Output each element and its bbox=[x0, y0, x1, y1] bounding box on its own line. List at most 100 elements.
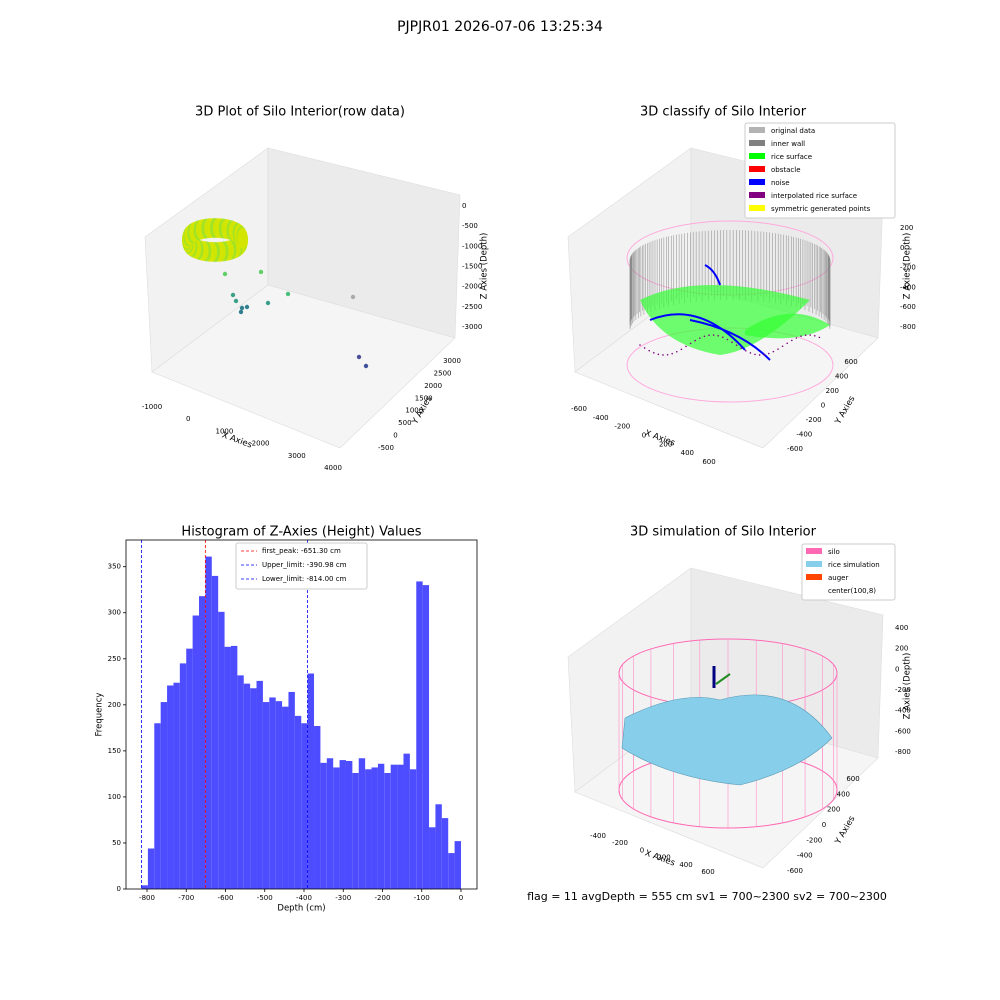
footer: flag = 11 avgDepth = 555 cm sv1 = 700~23… bbox=[527, 890, 887, 903]
y-axis-label: Y Axies bbox=[833, 814, 858, 847]
z-axis-label: Z Axies (Depth) bbox=[903, 653, 913, 720]
bar bbox=[154, 723, 161, 889]
y-tick-label: 350 bbox=[108, 563, 121, 571]
y-tick-label: 500 bbox=[398, 419, 411, 427]
interp-point bbox=[786, 342, 788, 345]
interp-point bbox=[758, 354, 761, 356]
z-tick-label: -3000 bbox=[462, 323, 482, 331]
rice-surface bbox=[640, 285, 810, 355]
bar bbox=[333, 767, 340, 889]
interp-point bbox=[653, 352, 655, 354]
x-tick-label: -200 bbox=[614, 423, 630, 431]
bar bbox=[365, 769, 372, 889]
y-tick-label: 1000 bbox=[405, 407, 423, 415]
pane bbox=[151, 284, 456, 449]
z-tick-label: -600 bbox=[900, 303, 916, 311]
y-tick-label: 200 bbox=[827, 806, 840, 814]
y-tick-label: 200 bbox=[108, 701, 121, 709]
point bbox=[222, 271, 228, 277]
interp-point bbox=[754, 353, 756, 356]
interp-point bbox=[657, 353, 660, 356]
legend-swatch bbox=[806, 548, 822, 554]
legend-label: center(100,8) bbox=[828, 587, 876, 595]
bar bbox=[250, 688, 257, 889]
bar bbox=[352, 772, 359, 889]
point bbox=[265, 300, 271, 306]
x-tick-label: -400 bbox=[593, 414, 609, 422]
interp-point bbox=[800, 335, 802, 338]
legend-box bbox=[744, 122, 896, 219]
bar bbox=[237, 675, 244, 889]
interp-point bbox=[768, 352, 770, 355]
legend-label: auger bbox=[828, 574, 848, 582]
bar bbox=[186, 648, 193, 889]
legend-label: Lower_limit: -814.00 cm bbox=[262, 575, 347, 583]
bar bbox=[390, 764, 398, 889]
bar bbox=[147, 848, 155, 889]
interp-point bbox=[809, 334, 811, 336]
bar bbox=[301, 723, 308, 889]
y-tick-label: 2500 bbox=[434, 369, 452, 377]
interp-point bbox=[694, 339, 696, 342]
x-tick-label: -1000 bbox=[142, 403, 162, 411]
legend-swatch bbox=[749, 192, 765, 198]
bar bbox=[160, 702, 168, 889]
legend-swatch bbox=[806, 561, 822, 567]
legend-swatch bbox=[806, 587, 822, 593]
interp-point bbox=[689, 342, 692, 345]
z-tick-label: -200 bbox=[900, 264, 916, 272]
x-tick-label: 400 bbox=[681, 449, 694, 457]
bar bbox=[314, 726, 321, 889]
y-axis-label: Y Axies bbox=[833, 394, 858, 427]
bar bbox=[326, 758, 334, 889]
interp-point bbox=[731, 341, 733, 344]
panel-title: 3D Plot of Silo Interior(row data) bbox=[195, 105, 405, 120]
legend-swatch bbox=[749, 140, 765, 146]
x-tick-label: -200 bbox=[612, 839, 628, 847]
interp-point bbox=[795, 337, 798, 339]
rice-surface bbox=[745, 313, 830, 339]
bar bbox=[269, 697, 276, 889]
interp-point bbox=[781, 345, 784, 348]
bar bbox=[167, 685, 174, 889]
z-tick-label: -500 bbox=[462, 222, 478, 230]
y-tick-label: 0 bbox=[393, 432, 397, 440]
z-tick-label: -400 bbox=[900, 283, 916, 291]
point bbox=[230, 292, 236, 298]
z-tick-label: 400 bbox=[895, 624, 908, 632]
y-tick-label: -500 bbox=[378, 444, 394, 452]
bar bbox=[211, 575, 219, 889]
interp-point bbox=[708, 334, 710, 337]
legend-swatch bbox=[806, 574, 822, 580]
legend-label: noise bbox=[771, 179, 790, 187]
point bbox=[238, 309, 244, 315]
y-tick-label: 0 bbox=[821, 402, 825, 410]
interp-point bbox=[685, 345, 687, 348]
point bbox=[244, 304, 250, 310]
y-tick-label: 0 bbox=[117, 885, 121, 893]
interp-point bbox=[791, 339, 793, 342]
z-tick-label: -600 bbox=[895, 727, 911, 735]
y-tick-label: 400 bbox=[835, 373, 848, 381]
y-tick-label: 100 bbox=[108, 793, 121, 801]
x-tick-label: -300 bbox=[335, 894, 351, 902]
legend-label: interpolated rice surface bbox=[771, 192, 857, 200]
bar bbox=[192, 615, 200, 889]
bar bbox=[345, 761, 353, 889]
x-tick-label: 3000 bbox=[288, 452, 306, 460]
x-axis-label: X Axies bbox=[643, 848, 676, 868]
bar bbox=[320, 762, 327, 889]
x-tick-label: -600 bbox=[571, 405, 587, 413]
interp-point bbox=[818, 336, 821, 339]
bar bbox=[275, 701, 283, 889]
bar bbox=[358, 758, 366, 889]
interp-point bbox=[666, 353, 669, 356]
interp-point bbox=[740, 347, 742, 349]
interp-point bbox=[814, 335, 816, 337]
y-tick-label: 50 bbox=[112, 839, 121, 847]
legend-swatch bbox=[749, 127, 765, 133]
bar bbox=[416, 581, 423, 889]
bar bbox=[141, 885, 148, 889]
interp-point bbox=[639, 344, 641, 346]
